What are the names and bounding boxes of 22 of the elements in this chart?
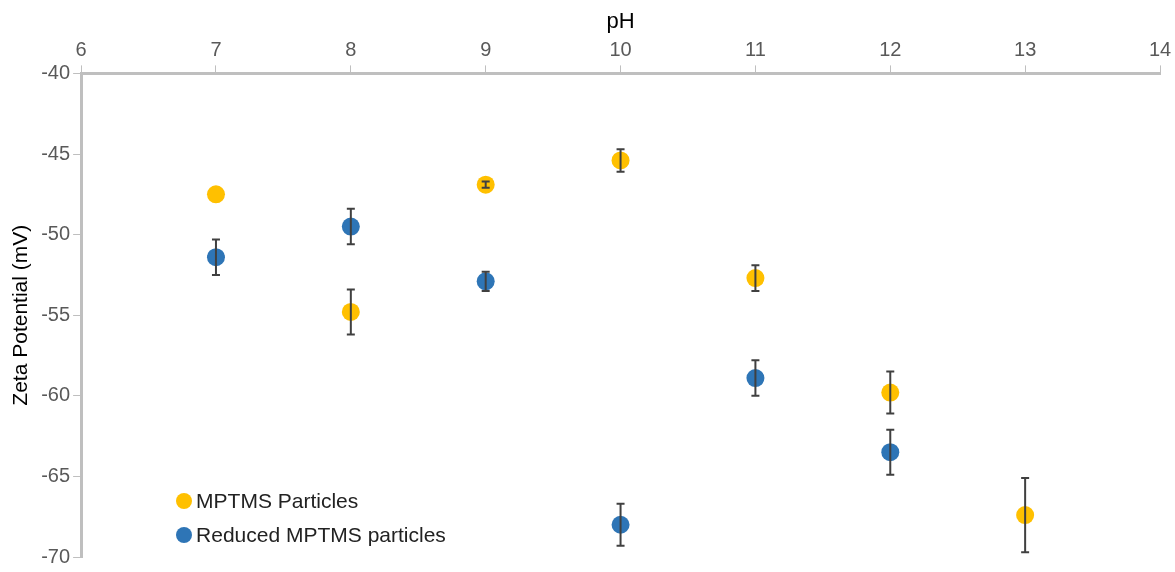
legend-label: MPTMS Particles	[196, 489, 359, 513]
x-tick-label: 10	[609, 37, 632, 60]
x-tick-label: 8	[345, 37, 357, 60]
x-tick-label: 14	[1148, 37, 1172, 60]
y-tick-label: -45	[41, 141, 71, 164]
x-tick-label: 12	[879, 37, 902, 60]
y-axis-title: Zeta Potential (mV)	[8, 224, 32, 406]
y-tick-label: -50	[41, 222, 71, 245]
x-tick-label: 13	[1014, 37, 1037, 60]
x-axis-title: pH	[606, 8, 635, 34]
x-tick-label: 11	[745, 37, 766, 60]
point	[476, 175, 495, 194]
x-tick-label: 9	[480, 37, 492, 60]
y-tick-label: -40	[41, 60, 71, 83]
y-tick-label: -70	[41, 544, 71, 567]
y-tick-label: -65	[41, 463, 71, 486]
x-tick-label: 7	[210, 37, 222, 60]
x-tick-label: 6	[75, 37, 87, 60]
y-tick-label: -60	[41, 383, 71, 406]
point	[206, 185, 225, 204]
y-tick-label: -55	[41, 302, 71, 325]
legend-label: Reduced MPTMS particles	[196, 523, 446, 547]
